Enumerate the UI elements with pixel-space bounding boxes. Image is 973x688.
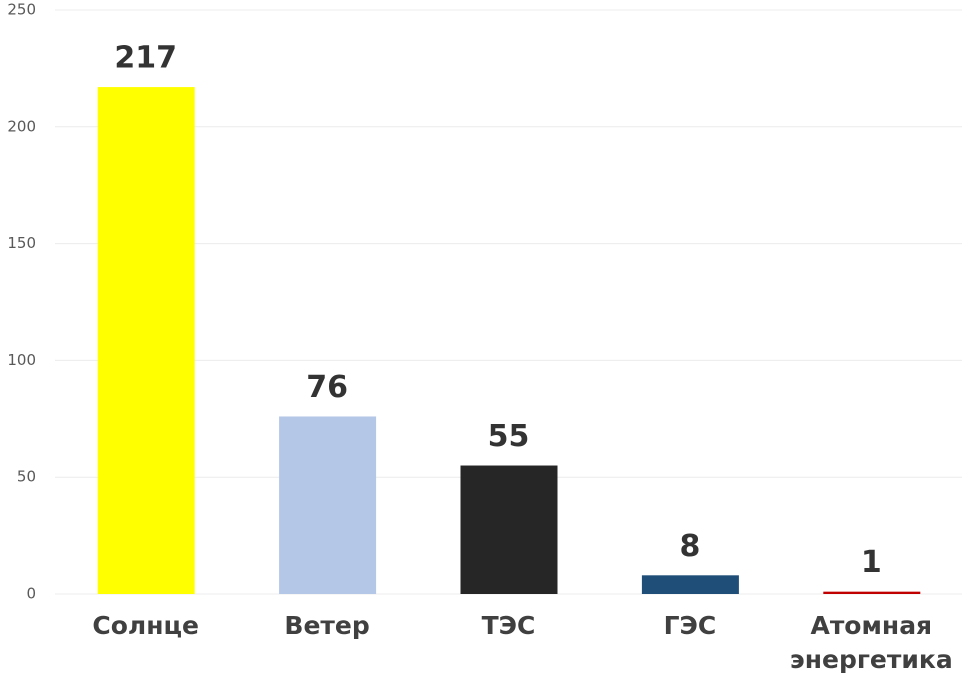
y-tick-label: 250	[7, 1, 36, 19]
bar	[97, 87, 195, 594]
x-tick-label: Ветер	[284, 611, 370, 640]
y-tick-label: 150	[7, 234, 36, 252]
x-tick-label: Атомная энергетика	[789, 611, 953, 674]
x-tick-label: Солнце	[92, 611, 199, 640]
bar	[823, 591, 921, 594]
x-tick-label: ГЭС	[663, 611, 717, 640]
x-tick-label: ТЭС	[481, 611, 536, 640]
value-label: 76	[306, 370, 348, 405]
bar	[641, 575, 739, 594]
y-tick-label: 100	[7, 351, 36, 369]
y-tick-label: 200	[7, 117, 36, 135]
bar	[279, 416, 377, 594]
value-label: 1	[861, 545, 882, 580]
value-label: 8	[679, 529, 700, 564]
y-tick-label: 0	[26, 585, 36, 603]
y-tick-label: 50	[17, 468, 36, 486]
value-label: 55	[488, 419, 530, 454]
bar	[460, 465, 558, 594]
value-label: 217	[114, 41, 177, 76]
